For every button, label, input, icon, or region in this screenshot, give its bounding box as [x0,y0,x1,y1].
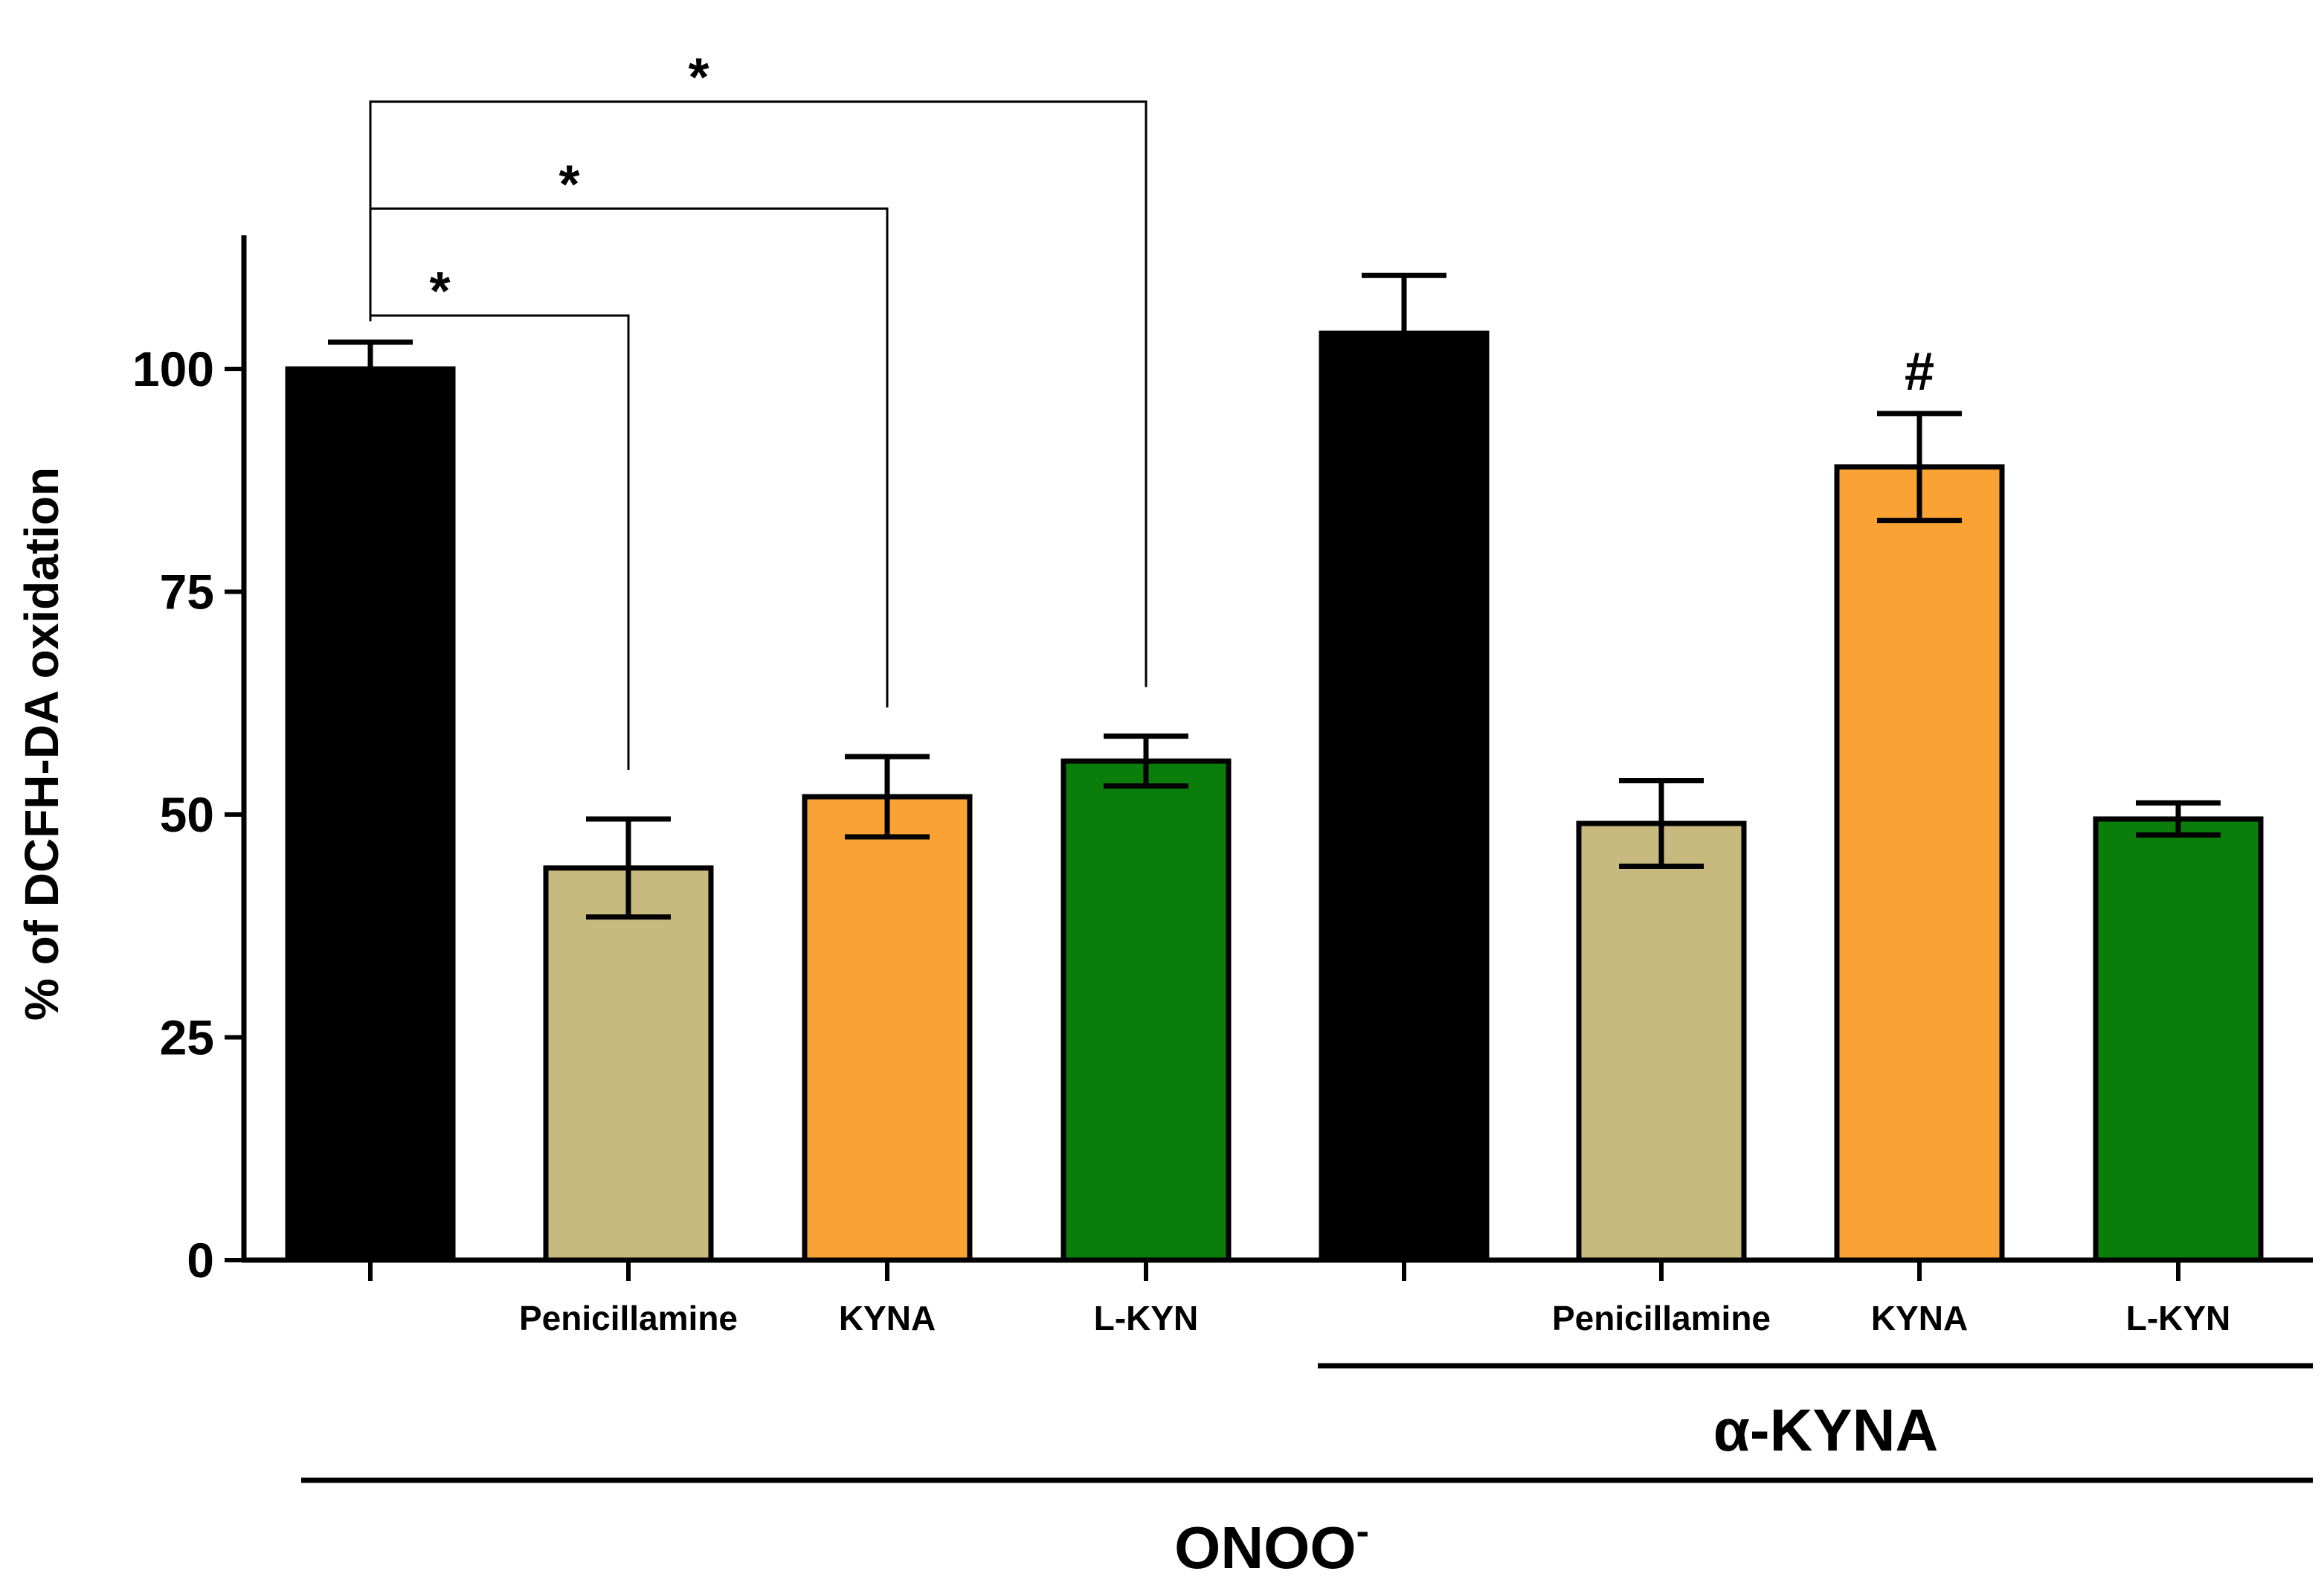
x-tick-label: L-KYN [2126,1299,2231,1337]
group-labels: α-KYNA ONOO- [301,1363,2313,1577]
y-tick-label: 0 [187,1233,214,1288]
x-tick-label: Penicillamine [519,1299,738,1337]
y-axis-label: % of DCFH-DA oxidation [15,467,68,1021]
x-axis: Penicillamine KYNA L-KYN Penicillamine KYNA L… [242,1257,2313,1337]
bar [1576,820,1747,1263]
y-tick-label: 100 [132,341,214,396]
y-tick-label: 50 [160,787,214,842]
bar [285,366,456,1263]
bar [802,794,973,1263]
x-tick-label: KYNA [839,1299,936,1337]
bar [2093,816,2264,1263]
bar-annotation: # [1905,342,1934,402]
bar [1319,330,1490,1263]
group-label-alpha-kyna: α-KYNA [1713,1397,1939,1463]
x-tick-label: Penicillamine [1552,1299,1771,1337]
bar [1060,758,1232,1263]
y-tick-label: 25 [160,1010,214,1065]
bar [543,865,714,1263]
y-tick-label: 75 [160,565,214,620]
group-label-onoo: ONOO- [1174,1510,1369,1577]
bar [1834,464,2005,1263]
significance-star: * [559,155,579,214]
x-tick-label: KYNA [1871,1299,1968,1337]
significance-bracket [369,100,1147,687]
significance-star: * [429,262,450,321]
significance-brackets: * * * [369,48,1147,770]
significance-star: * [688,48,709,108]
x-tick-label: L-KYN [1094,1299,1199,1337]
bars: # [285,272,2264,1263]
y-axis: 0 25 50 75 100 [132,235,247,1288]
